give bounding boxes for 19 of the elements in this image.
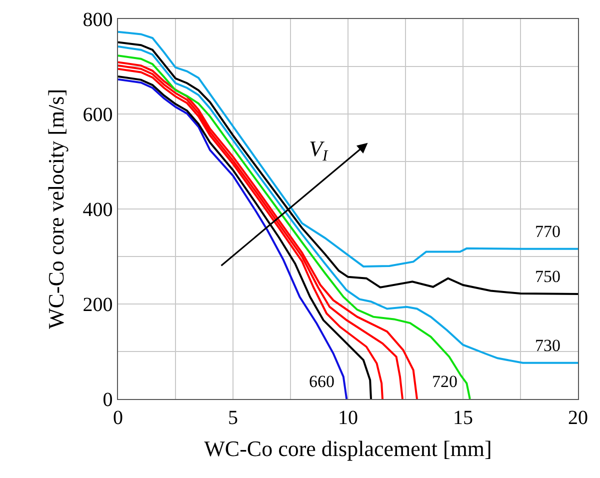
- x-tick-label: 15: [453, 407, 473, 430]
- line-series: [118, 46, 578, 364]
- x-tick-label: 10: [338, 407, 358, 430]
- y-axis-title: WC-Co core velocity [m/s]: [44, 88, 69, 330]
- x-tick-label: 20: [568, 407, 588, 430]
- series-label: 720: [432, 372, 458, 391]
- y-tick-label: 0: [102, 389, 113, 411]
- series-label: 770: [535, 222, 560, 241]
- series-label: 660: [309, 372, 334, 391]
- annotation: V$_{I}$: [309, 136, 328, 165]
- line-series: [118, 54, 471, 399]
- series-label: 750: [535, 267, 560, 286]
- x-tick-label: 5: [228, 407, 238, 430]
- y-tick-label: 400: [82, 199, 113, 221]
- series-label: 730: [535, 336, 560, 355]
- y-tick-label: 800: [82, 9, 113, 31]
- x-axis-title: WC-Co core displacement [mm]: [204, 436, 492, 461]
- y-tick-label: 200: [82, 294, 113, 316]
- y-tick-label: 600: [82, 104, 113, 126]
